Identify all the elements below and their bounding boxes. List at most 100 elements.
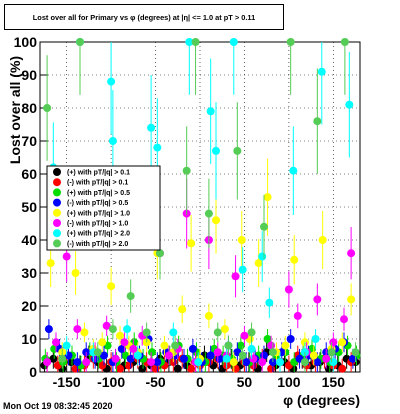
data-point [204,209,213,218]
data-point [281,341,290,350]
data-point [265,298,274,307]
data-point [258,252,267,261]
x-tick-label: -50 [145,374,165,390]
data-point [194,358,203,367]
data-point [249,354,258,363]
data-point [73,325,82,334]
data-point [102,321,111,330]
y-tick-label: 0 [29,364,37,380]
data-point [108,137,117,145]
data-point [107,77,116,86]
legend-box [46,165,161,251]
data-point [46,259,55,268]
data-point [138,364,147,373]
data-point [49,354,58,363]
data-point [340,315,348,324]
data-point [286,38,295,46]
y-tick-label: 100 [14,34,38,50]
data-point [212,146,220,155]
data-point [142,328,151,337]
data-point [164,351,173,360]
data-point [147,358,156,367]
x-tick-label: 100 [277,374,301,390]
data-point [260,222,268,231]
data-point [212,216,220,225]
data-point [263,193,272,202]
data-point [52,338,60,347]
data-point [98,338,107,347]
legend-label: (-) with pT/|q| > 0.5 [67,200,128,207]
data-point [71,269,80,277]
y-tick-label: 30 [21,265,37,281]
data-point [340,38,349,46]
data-point [313,358,322,367]
y-tick-label: 90 [21,67,37,83]
data-point [111,354,120,363]
data-point [160,341,169,350]
data-point [126,354,135,363]
data-point [289,166,298,175]
data-point [242,358,251,367]
legend-label: (+) with pT/|q| > 0.1 [67,170,130,177]
data-point [147,123,156,132]
data-point [231,272,240,281]
x-axis-title: φ (degrees) [283,392,360,408]
data-point [116,331,124,340]
legend-label: (+) with pT/|q| > 2.0 [67,231,130,238]
data-point [313,295,322,304]
data-point [156,249,164,258]
data-point [213,348,222,357]
data-point [73,358,82,367]
data-point [180,354,188,363]
data-point [229,38,238,46]
legend-label: (-) with pT/|q| > 1.0 [67,221,128,228]
data-point [171,341,180,350]
data-point [329,338,338,347]
data-point [62,252,71,261]
legend-label: (+) with pT/|q| > 0.5 [67,190,130,197]
data-point [169,328,178,337]
x-tick-label: -150 [53,374,81,390]
data-point [93,348,102,357]
data-point [258,358,267,367]
data-point [345,100,354,109]
legend-marker [53,168,61,176]
data-point [67,358,76,367]
points-layer [40,38,361,373]
data-point [313,117,322,126]
data-point [263,335,272,343]
y-tick-label: 20 [21,298,37,314]
x-tick-label: -100 [97,374,125,390]
data-point [329,358,338,367]
data-point [188,344,197,353]
data-point [284,285,293,294]
y-tick-label: 10 [21,331,37,347]
data-point [191,38,200,46]
x-tick-label: 0 [196,374,204,390]
data-point [123,325,132,334]
data-point [187,239,196,248]
data-point [107,282,116,291]
data-point [185,38,194,46]
legend-label: (-) with pT/|q| > 2.0 [67,241,128,248]
data-point [62,341,71,350]
y-tick-label: 50 [21,199,37,215]
data-point [300,358,309,367]
data-point [338,338,347,347]
data-point [240,331,249,340]
data-point [351,348,360,357]
data-point [58,354,67,363]
data-point [268,348,277,357]
data-point [44,325,53,334]
data-point [133,351,142,360]
data-point [347,249,356,258]
legend-marker [53,208,61,217]
legend-marker [53,198,61,207]
data-point [293,311,302,320]
y-tick-label: 60 [21,166,37,182]
chart-title: Lost over all for Primary vs φ (degrees)… [32,12,256,22]
data-point [317,67,326,76]
data-point [43,104,52,112]
legend-marker [53,178,61,187]
